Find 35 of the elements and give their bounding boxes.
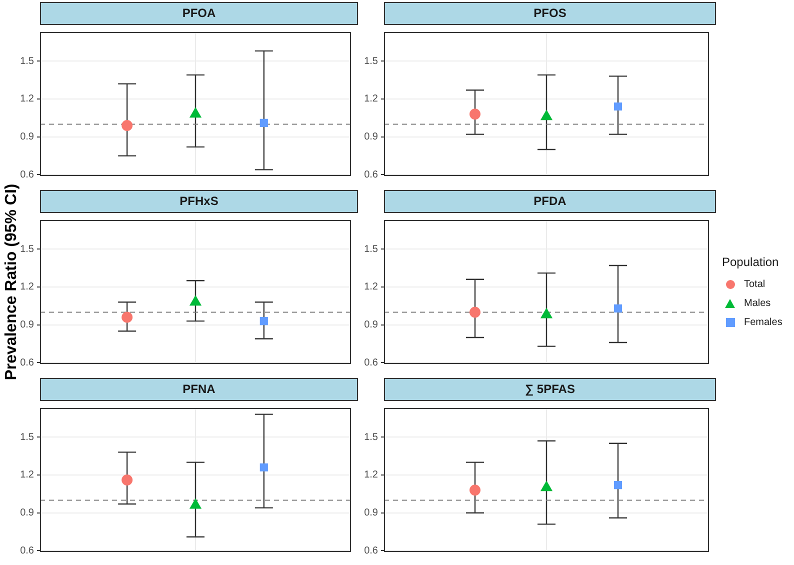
y-tick-label: 0.9 [364, 132, 378, 143]
y-tick-label: 1.2 [20, 470, 34, 481]
legend-label: Males [744, 298, 771, 309]
chart-title: ∑ 5PFAS [384, 378, 716, 401]
y-tick-label: 0.9 [20, 508, 34, 519]
legend-label: Females [744, 317, 782, 328]
y-tick-label: 1.5 [20, 56, 34, 67]
y-tick-label: 1.5 [20, 244, 34, 255]
y-tick-label: 1.2 [20, 282, 34, 293]
y-tick-label: 0.9 [20, 320, 34, 331]
y-tick-label: 1.5 [20, 432, 34, 443]
y-axis-title: Prevalence Ratio (95% CI) [3, 184, 20, 380]
y-tick-label: 0.6 [20, 357, 34, 368]
y-tick-label: 0.6 [364, 357, 378, 368]
y-tick-label: 0.6 [20, 545, 34, 556]
chart-title: PFNA [40, 378, 358, 401]
y-tick-label: 1.5 [364, 56, 378, 67]
y-tick-label: 0.6 [364, 169, 378, 180]
y-tick-label: 1.2 [364, 282, 378, 293]
y-tick-label: 1.5 [364, 432, 378, 443]
y-tick-label: 0.6 [364, 545, 378, 556]
legend-title: Population [722, 255, 780, 269]
legend-label: Total [744, 279, 766, 290]
chart-title: PFDA [384, 190, 716, 213]
y-tick-label: 1.2 [364, 470, 378, 481]
chart-title: PFOS [384, 2, 716, 25]
y-tick-label: 1.5 [364, 244, 378, 255]
y-tick-label: 0.6 [20, 169, 34, 180]
y-tick-label: 0.9 [364, 508, 378, 519]
y-tick-label: 0.9 [364, 320, 378, 331]
y-tick-label: 0.9 [20, 132, 34, 143]
y-tick-label: 1.2 [364, 94, 378, 105]
chart-title: PFHxS [40, 190, 358, 213]
y-tick-label: 1.2 [20, 94, 34, 105]
chart-title: PFOA [40, 2, 358, 25]
